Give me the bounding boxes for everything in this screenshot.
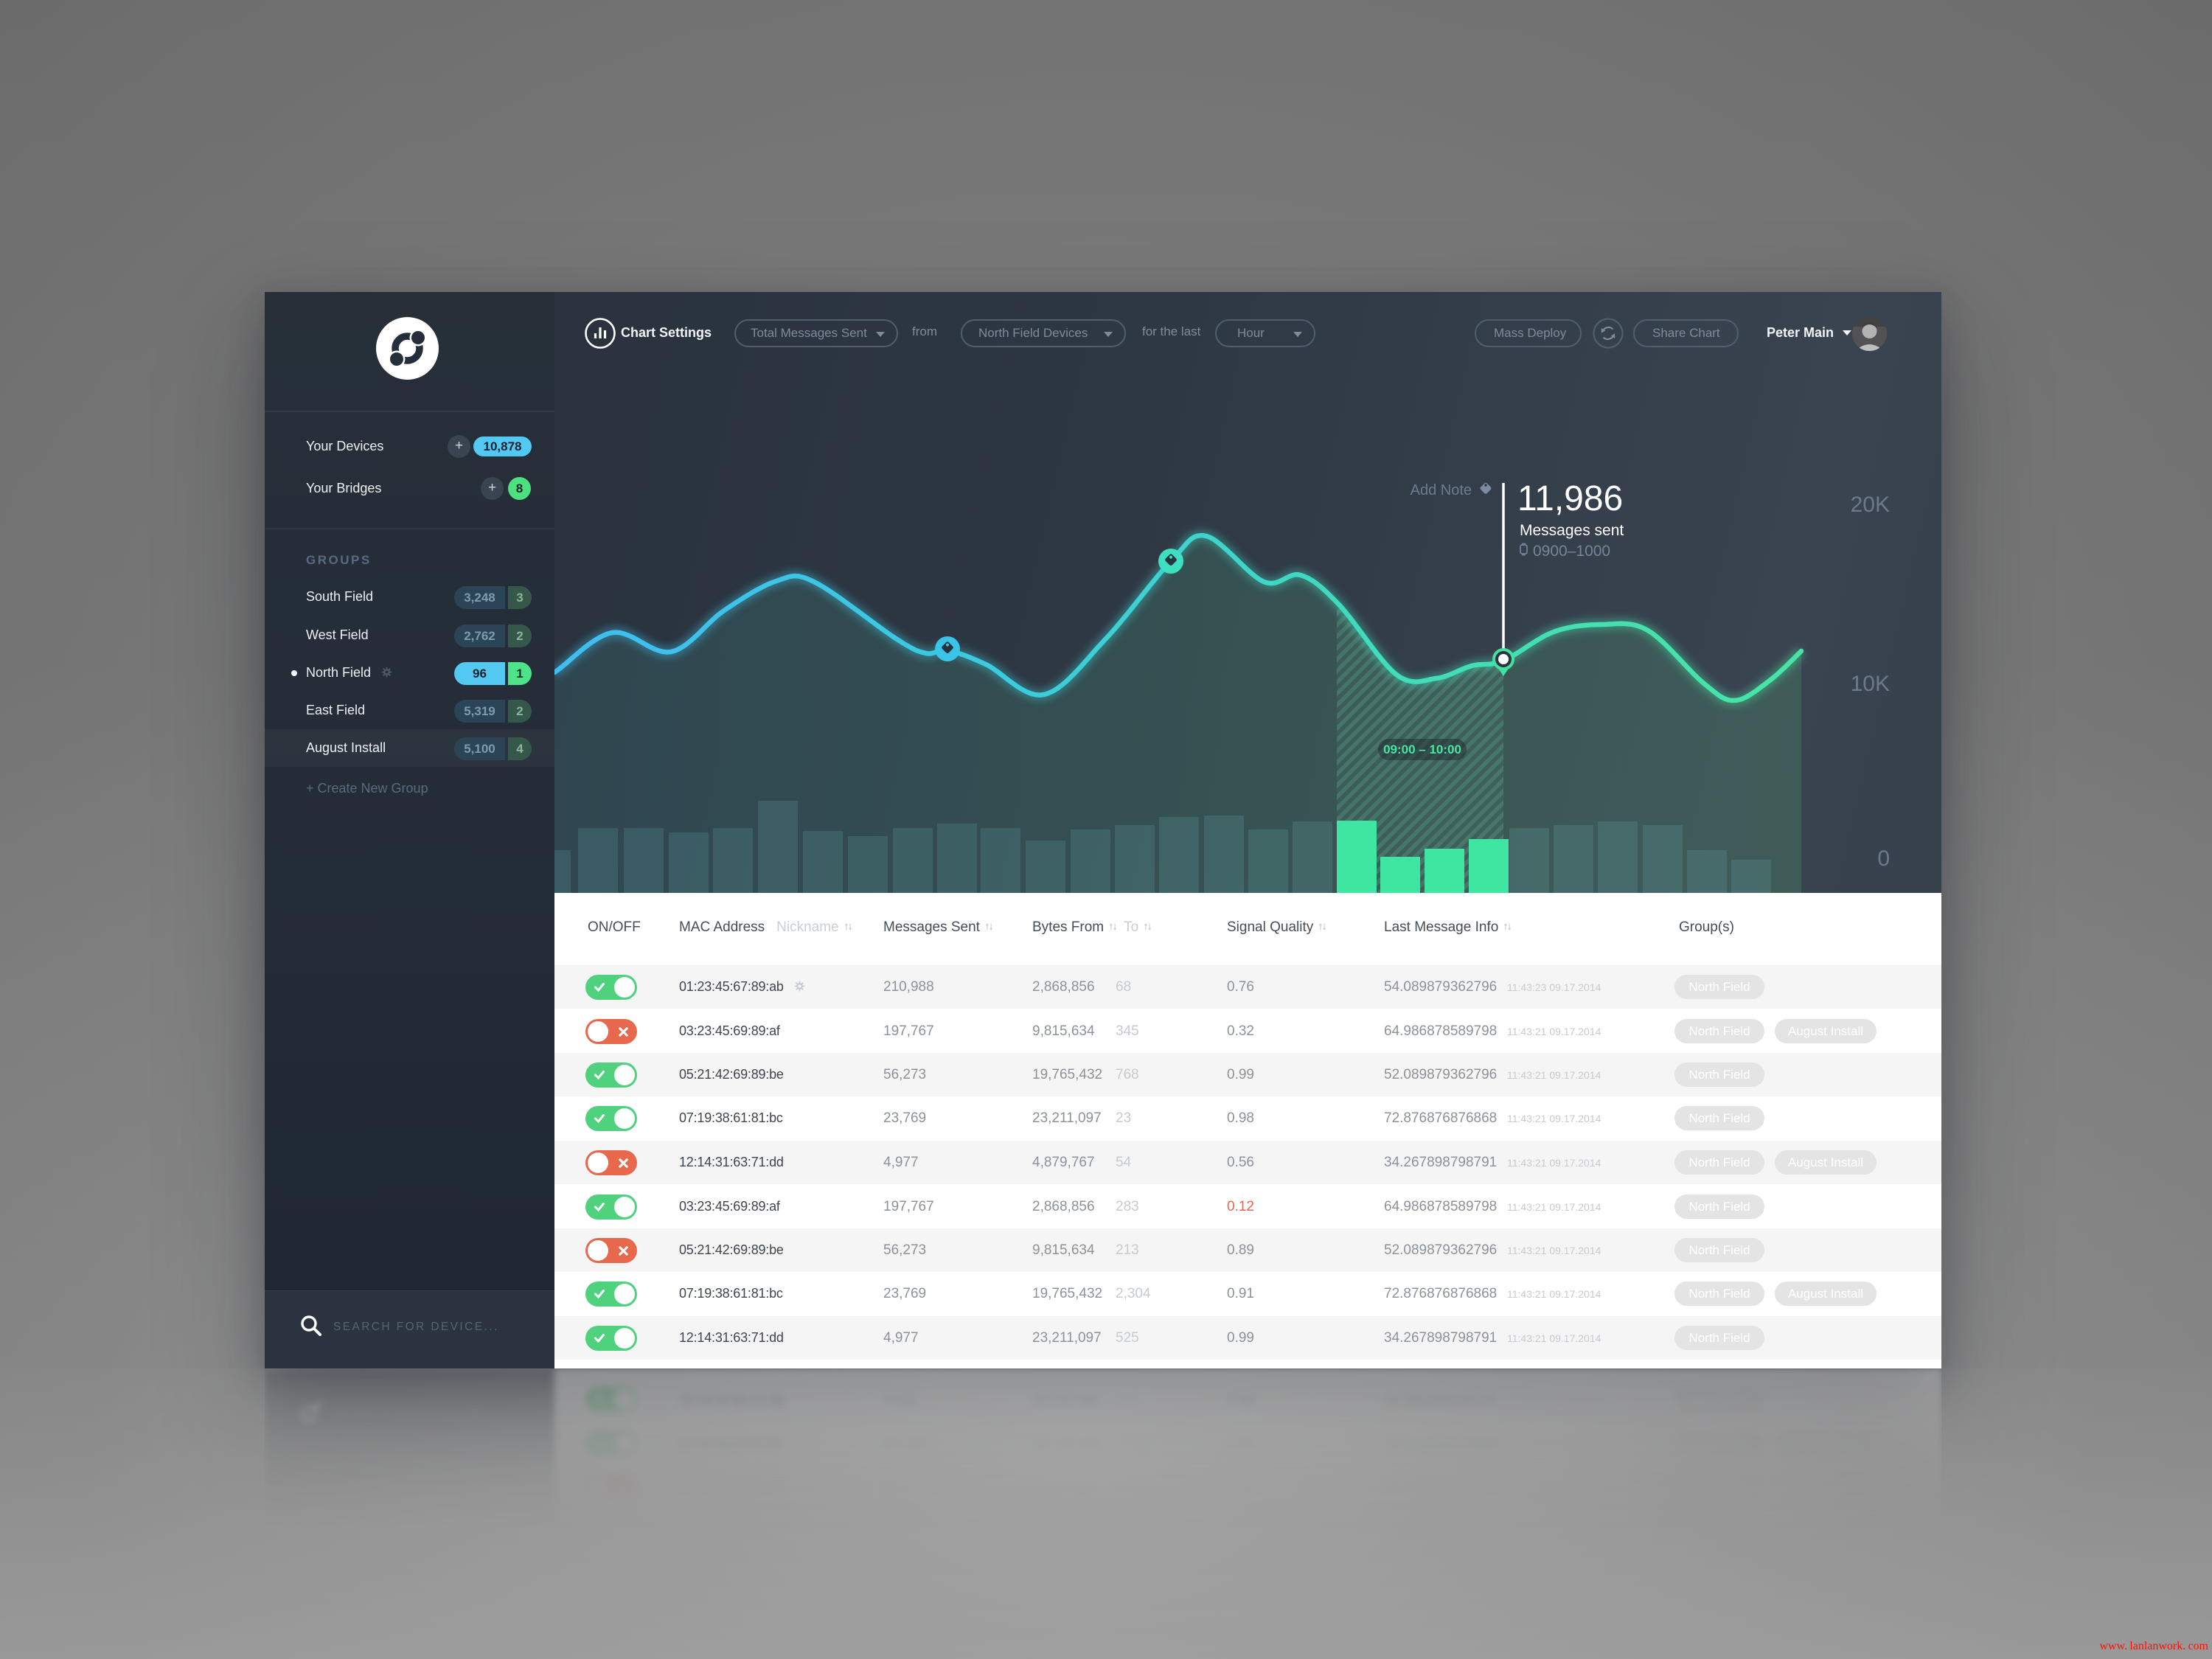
svg-text:09:00 – 10:00: 09:00 – 10:00 [1383,742,1461,757]
svg-text:20K: 20K [1851,493,1890,517]
svg-text:0: 0 [1877,846,1890,871]
svg-text:Messages sent: Messages sent [1520,522,1624,539]
svg-text:10K: 10K [1851,672,1890,696]
svg-text:0900–1000: 0900–1000 [1533,543,1610,560]
svg-text:Add Note: Add Note [1411,482,1472,498]
svg-text:11,986: 11,986 [1517,479,1623,518]
